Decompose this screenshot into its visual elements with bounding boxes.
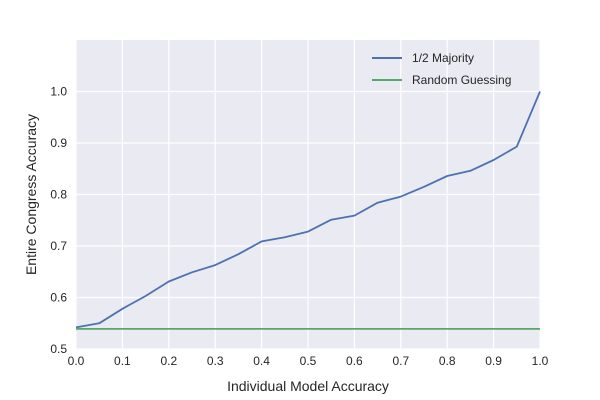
y-axis-label: Entire Congress Accuracy	[23, 114, 39, 275]
series-layer	[75, 91, 541, 330]
series-line-1	[75, 91, 541, 329]
grid-lines	[75, 40, 541, 350]
y-tick-label: 1.0	[50, 85, 67, 99]
x-axis-ticks: 0.0 0.1 0.2 0.3 0.4 0.5 0.6 0.7 0.8 0.9 1.0	[68, 354, 549, 368]
x-tick-label: 0.7	[392, 354, 409, 368]
y-tick-label: 0.7	[50, 239, 67, 253]
y-tick-label: 0.6	[50, 291, 67, 305]
y-tick-label: 0.9	[50, 136, 67, 150]
x-tick-label: 0.5	[300, 354, 317, 368]
legend-label: 1/2 Majority	[412, 51, 474, 65]
y-axis-ticks: 0.5 0.6 0.7 0.8 0.9 1.0	[50, 85, 67, 357]
x-tick-label: 1.0	[532, 354, 549, 368]
legend: 1/2 Majority Random Guessing	[372, 51, 511, 87]
x-tick-label: 0.8	[439, 354, 456, 368]
x-tick-label: 0.9	[485, 354, 502, 368]
x-tick-label: 0.0	[68, 354, 85, 368]
x-axis-label: Individual Model Accuracy	[227, 378, 389, 394]
x-tick-label: 0.4	[253, 354, 270, 368]
y-tick-label: 0.5	[50, 342, 67, 356]
x-tick-label: 0.1	[114, 354, 131, 368]
x-tick-label: 0.6	[346, 354, 363, 368]
legend-label: Random Guessing	[412, 73, 511, 87]
x-tick-label: 0.3	[207, 354, 224, 368]
y-tick-label: 0.8	[50, 188, 67, 202]
x-tick-label: 0.2	[160, 354, 177, 368]
